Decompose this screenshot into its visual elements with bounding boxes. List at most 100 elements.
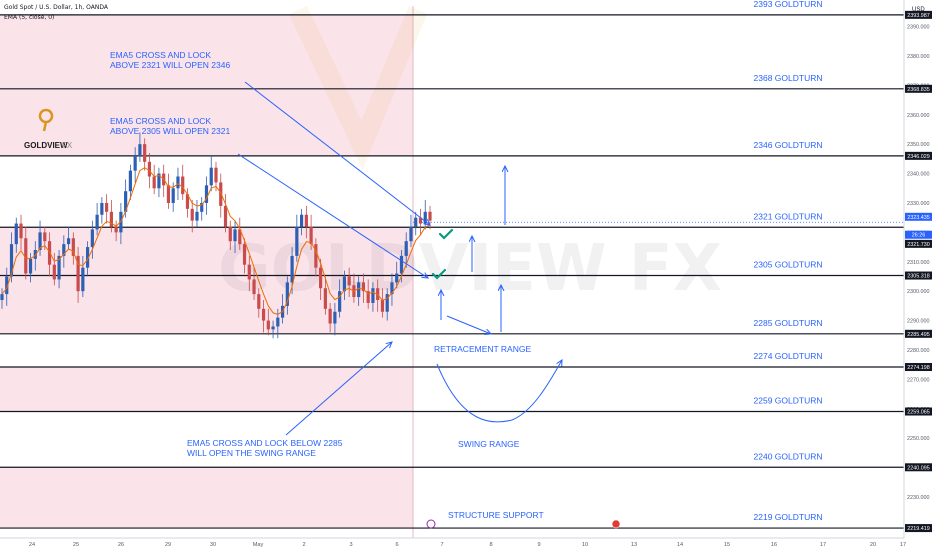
annotation-2346-line2: ABOVE 2321 WILL OPEN 2346 — [110, 60, 230, 70]
candle-body — [76, 255, 80, 292]
candle-body — [295, 226, 299, 256]
logo-wordmark: GOLDVIEW — [24, 141, 68, 150]
price-tag: 2321.730 — [907, 242, 929, 248]
pink-zone-3 — [0, 467, 413, 529]
y-tick-label: 2250.000 — [907, 436, 929, 442]
candle-body — [176, 176, 180, 189]
candle-body — [347, 276, 351, 286]
currency-label: USD — [912, 7, 925, 13]
price-tag: 2368.835 — [907, 87, 929, 93]
y-tick-label: 2330.000 — [907, 201, 929, 207]
arrow-2 — [285, 342, 392, 436]
retracement-range-label: RETRACEMENT RANGE — [434, 344, 531, 354]
x-tick-label: 14 — [677, 542, 683, 548]
candle-body — [100, 202, 104, 215]
candle-body — [338, 291, 342, 312]
candle-body — [5, 276, 9, 295]
price-tag: 2285.495 — [907, 332, 929, 338]
us-flag-event-icon — [611, 519, 621, 529]
candle-body — [247, 264, 251, 280]
price-tag: 2219.419 — [907, 526, 929, 532]
candle-body — [43, 232, 47, 242]
x-tick-label: 20 — [870, 542, 876, 548]
candle-body — [395, 273, 399, 283]
candle-body — [276, 317, 280, 327]
x-tick-label: 3 — [349, 542, 352, 548]
level-label-2: 2346 GOLDTURN — [754, 140, 823, 150]
ema5-line — [1, 167, 431, 315]
candle-body — [133, 155, 137, 171]
candle-body — [328, 308, 332, 324]
price-tag: 2240.095 — [907, 465, 929, 471]
x-tick-label: 10 — [582, 542, 588, 548]
candle-body — [57, 255, 61, 280]
y-tick-label: 2390.000 — [907, 25, 929, 31]
candle-body — [252, 279, 256, 295]
structure-support-label: STRUCTURE SUPPORT — [448, 510, 544, 520]
candle-body — [309, 226, 313, 245]
y-tick-label: 2380.000 — [907, 54, 929, 60]
swing-range-curve — [436, 360, 562, 423]
candle-body — [209, 167, 213, 186]
x-tick-label: 17 — [820, 542, 826, 548]
level-label-6: 2274 GOLDTURN — [754, 351, 823, 361]
candle-body — [147, 161, 152, 177]
level-label-7: 2259 GOLDTURN — [754, 396, 823, 406]
candle-body — [228, 226, 232, 242]
event-marker-icon — [426, 519, 436, 529]
candle-body — [9, 244, 14, 277]
symbol-title: Gold Spot / U.S. Dollar, 1h, OANDA — [4, 4, 108, 11]
pink-zone-0 — [0, 14, 413, 156]
level-label-3: 2321 GOLDTURN — [754, 211, 823, 221]
x-tick-label: 17 — [900, 542, 906, 548]
x-tick-label: 29 — [165, 542, 171, 548]
candle-body — [266, 320, 270, 330]
candle-body — [171, 188, 175, 203]
candle-body — [418, 217, 423, 224]
x-tick-label: 7 — [440, 542, 443, 548]
candle-body — [390, 282, 394, 295]
price-tag-bg — [905, 151, 932, 160]
candle-body — [214, 167, 218, 183]
ema-indicator-label[interactable]: EMA (5, close, 0) — [4, 14, 55, 21]
check-icon-1 — [438, 228, 454, 240]
y-tick-label: 2290.000 — [907, 319, 929, 325]
price-tag: 2323.435 — [907, 215, 929, 221]
candle-body — [166, 185, 171, 203]
arrow-1 — [237, 153, 428, 278]
candle-body — [90, 229, 94, 248]
candle-body — [409, 226, 413, 242]
candle-body — [200, 202, 204, 212]
candle-body — [24, 238, 28, 274]
candle-body — [219, 182, 223, 206]
candle-body — [380, 299, 385, 312]
price-tag: 2393.987 — [907, 13, 929, 19]
goldview-logo-icon — [38, 108, 54, 132]
level-label-9: 2219 GOLDTURN — [754, 512, 823, 522]
price-tag-bg — [905, 407, 932, 416]
candle-body — [28, 258, 33, 274]
level-label-5: 2285 GOLDTURN — [754, 318, 823, 328]
price-tag: 2346.029 — [907, 154, 929, 160]
candle-body — [86, 247, 90, 268]
candle-body — [0, 294, 4, 300]
price-tag-bg — [905, 363, 932, 372]
candle-body — [371, 288, 375, 303]
x-tick-label: May — [253, 542, 264, 548]
x-tick-label: 26 — [118, 542, 124, 548]
candle-body — [71, 238, 75, 256]
y-tick-label: 2360.000 — [907, 113, 929, 119]
candle-body — [290, 255, 294, 283]
price-tag: 2305.318 — [907, 274, 929, 280]
candle-body — [62, 244, 66, 256]
candle-body — [366, 291, 370, 303]
candle-body — [38, 232, 42, 251]
candle-body — [361, 282, 366, 292]
price-tag-bg — [905, 271, 932, 280]
candle-body — [105, 202, 109, 212]
candle-body — [285, 282, 289, 306]
candle-body — [52, 264, 56, 280]
candle-body — [385, 294, 389, 312]
x-tick-label: 24 — [29, 542, 35, 548]
